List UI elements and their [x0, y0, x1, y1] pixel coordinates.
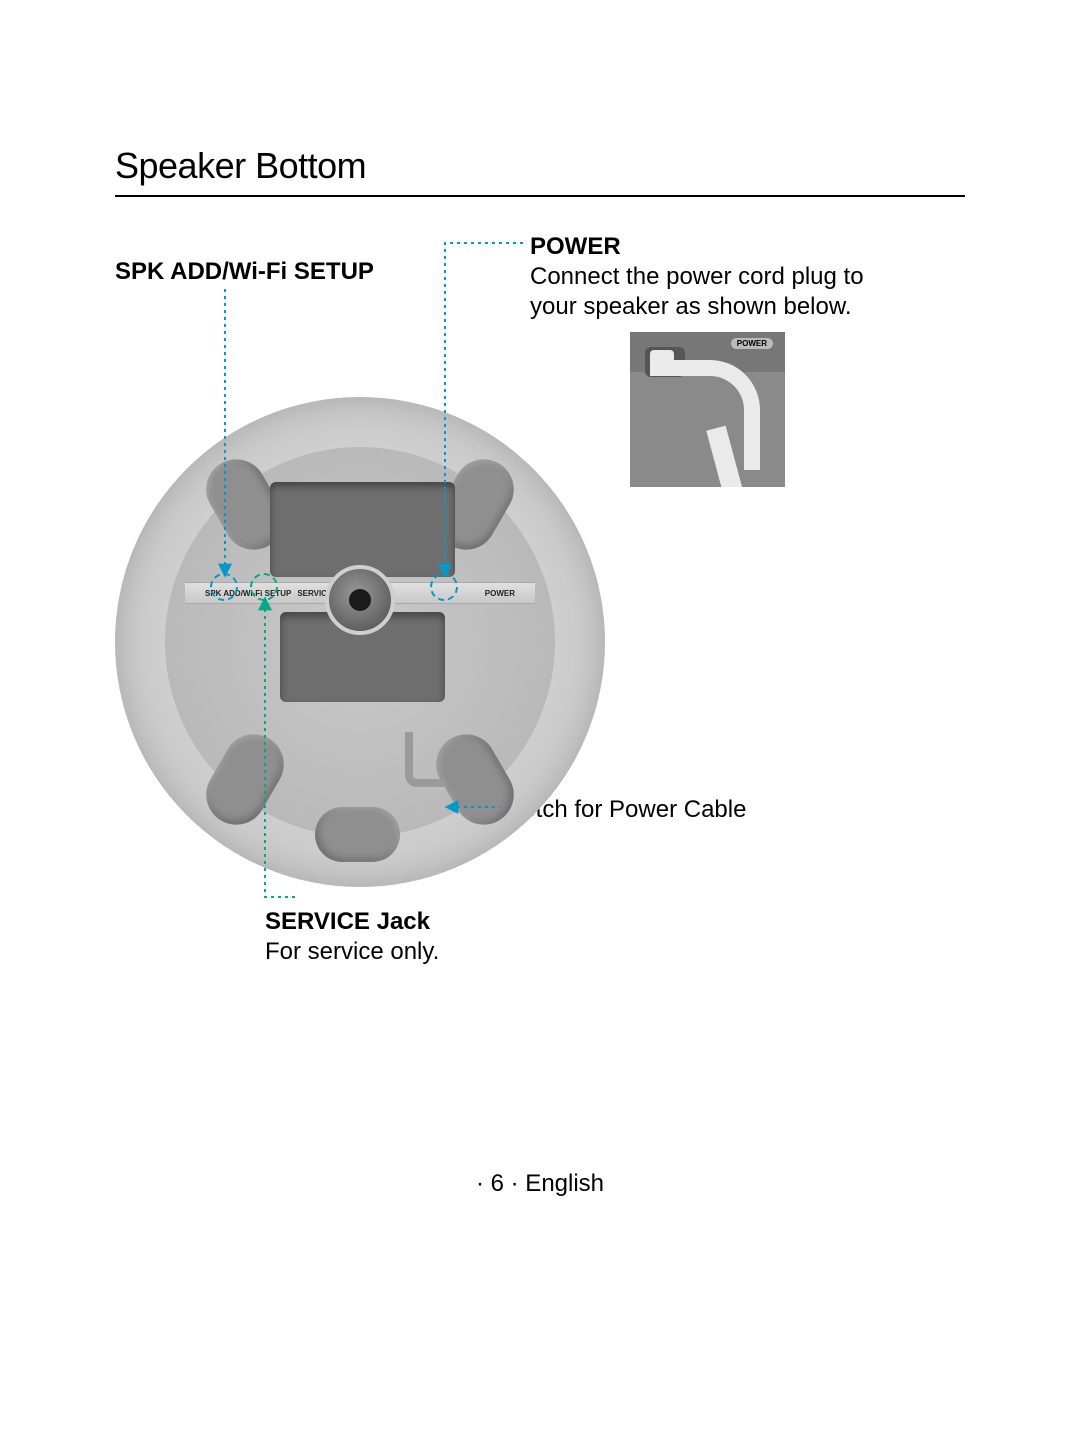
inset-power-label: POWER	[731, 338, 773, 349]
callout-power: POWER Connect the power cord plug to you…	[530, 232, 910, 322]
power-inset-illustration: POWER	[630, 332, 785, 487]
page-footer: · 6 · English	[0, 1170, 1080, 1198]
section-title: Speaker Bottom	[115, 145, 965, 197]
diagram-area: SPK ADD/Wi-Fi SETUP POWER Connect the po…	[115, 227, 965, 1007]
page-content: Speaker Bottom SPK ADD/Wi-Fi SETUP POWER…	[115, 145, 965, 1007]
speaker-bottom-illustration: SPK ADD/Wi-Fi SETUP SERVICE POWER	[115, 397, 605, 887]
callout-spk-title: SPK ADD/Wi-Fi SETUP	[115, 258, 374, 285]
callout-spk: SPK ADD/Wi-Fi SETUP	[115, 257, 374, 287]
bar-label-power: POWER	[485, 589, 515, 598]
callout-power-desc: Connect the power cord plug to your spea…	[530, 262, 910, 322]
callout-service-desc: For service only.	[265, 937, 439, 967]
callout-power-title: POWER	[530, 232, 910, 262]
callout-service: SERVICE Jack For service only.	[265, 907, 439, 967]
callout-service-title: SERVICE Jack	[265, 907, 439, 937]
